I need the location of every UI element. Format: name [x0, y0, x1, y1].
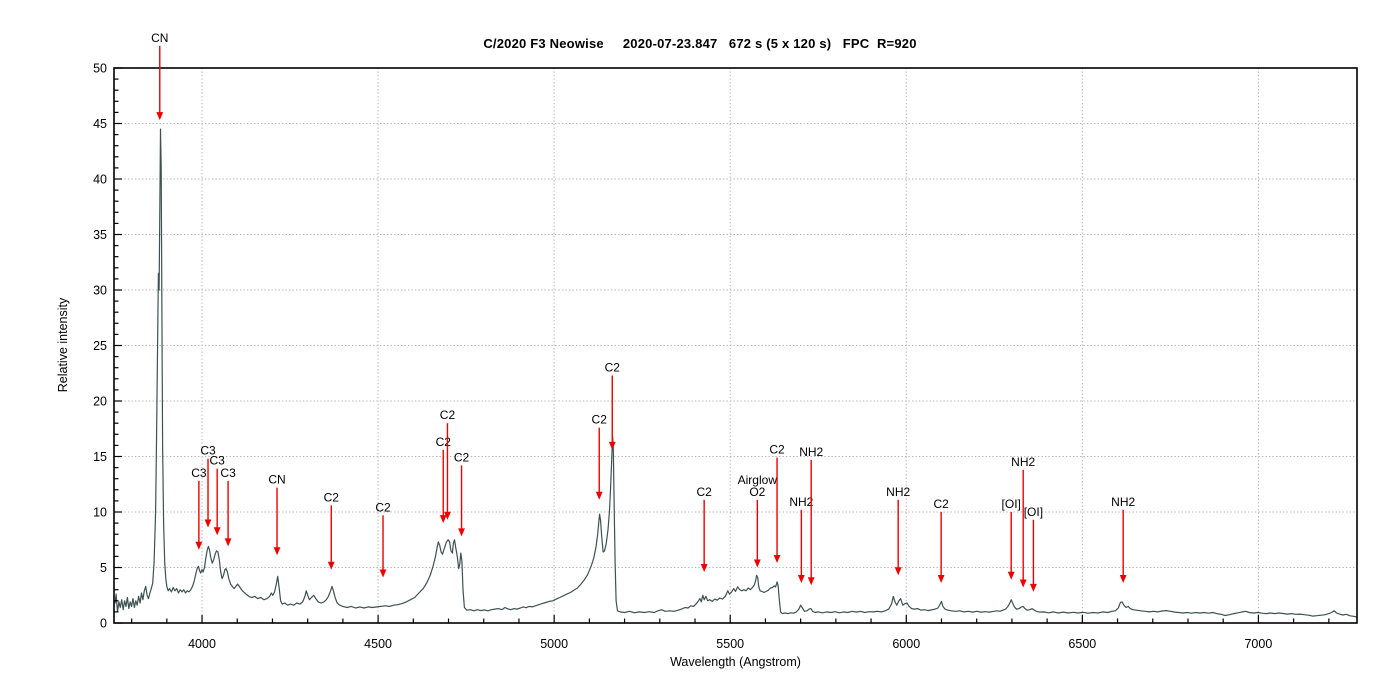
- y-tick-label: 10: [93, 506, 107, 520]
- annotation-label: NH2: [1011, 455, 1035, 469]
- y-tick-label: 20: [93, 395, 107, 409]
- y-tick-label: 35: [93, 228, 107, 242]
- x-tick-label: 4500: [364, 637, 392, 651]
- annotation-label: NH2: [886, 485, 910, 499]
- x-tick-label: 6000: [892, 637, 920, 651]
- y-tick-label: 45: [93, 117, 107, 131]
- annotation-label: C2: [440, 408, 456, 422]
- annotation-arrowhead: [195, 541, 203, 550]
- annotation-arrowhead: [753, 559, 761, 568]
- annotation-arrowhead: [797, 575, 805, 584]
- annotation-arrowhead: [1119, 575, 1127, 584]
- annotation-label: C2: [592, 413, 608, 427]
- annotation-label: [OI]: [1024, 505, 1043, 519]
- annotation-arrowhead: [273, 547, 281, 556]
- y-tick-label: 40: [93, 173, 107, 187]
- y-tick-label: 25: [93, 339, 107, 353]
- annotation-arrowhead: [1029, 583, 1037, 592]
- annotation-arrowhead: [439, 515, 447, 524]
- annotation-arrowhead: [937, 575, 945, 584]
- annotation-label: C2: [454, 450, 470, 464]
- annotation-arrowhead: [224, 538, 232, 547]
- x-tick-label: 5000: [540, 637, 568, 651]
- annotation-arrowhead: [444, 511, 451, 520]
- annotation-label: C3: [210, 454, 226, 468]
- y-tick-label: 15: [93, 450, 107, 464]
- annotation-label: C3: [200, 444, 216, 458]
- annotation-arrowhead: [1007, 571, 1015, 580]
- annotation-label: C2: [696, 485, 712, 499]
- annotation-arrowhead: [379, 569, 387, 578]
- annotation-arrowhead: [773, 555, 781, 564]
- annotation-label: C2: [933, 497, 949, 511]
- annotation-arrowhead: [204, 519, 212, 528]
- x-tick-label: 7000: [1244, 637, 1272, 651]
- annotation-arrowhead: [1019, 579, 1027, 588]
- annotation-label: [OI]: [1002, 497, 1021, 511]
- annotation-label: C2: [769, 443, 785, 457]
- annotation-arrowhead: [894, 567, 902, 576]
- annotation-label: CN: [151, 31, 168, 45]
- y-tick-label: 50: [93, 62, 107, 76]
- annotation-label: NH2: [799, 445, 823, 459]
- annotation-label: O2: [749, 485, 765, 499]
- annotation-arrowhead: [608, 441, 616, 450]
- x-tick-label: 5500: [716, 637, 744, 651]
- annotation-label: CN: [268, 473, 285, 487]
- annotation-label: C2: [436, 435, 452, 449]
- y-tick-label: 0: [100, 617, 107, 631]
- annotation-arrowhead: [156, 112, 164, 121]
- chart-title: C/2020 F3 Neowise 2020-07-23.847 672 s (…: [483, 36, 917, 51]
- annotation-label: C3: [191, 466, 207, 480]
- annotation-arrowhead: [458, 528, 465, 537]
- annotation-label: C2: [324, 490, 340, 504]
- annotation-label: C2: [605, 360, 621, 374]
- annotation-label: NH2: [1111, 495, 1135, 509]
- annotation-arrowhead: [700, 563, 708, 572]
- annotation-label: C2: [375, 500, 391, 514]
- annotation-label: Airglow: [738, 473, 778, 487]
- annotation-label: C3: [220, 466, 236, 480]
- annotation-arrowhead: [327, 561, 335, 570]
- y-tick-label: 5: [100, 561, 107, 575]
- spectrum-line: [114, 128, 1357, 618]
- x-tick-label: 4000: [188, 637, 216, 651]
- x-tick-label: 6500: [1068, 637, 1096, 651]
- x-axis-title: Wavelength (Angstrom): [670, 655, 801, 669]
- y-tick-label: 30: [93, 284, 107, 298]
- annotation-arrowhead: [595, 491, 603, 500]
- annotation-arrowhead: [213, 527, 221, 536]
- annotation-label: NH2: [789, 495, 813, 509]
- annotation-arrowhead: [807, 577, 815, 586]
